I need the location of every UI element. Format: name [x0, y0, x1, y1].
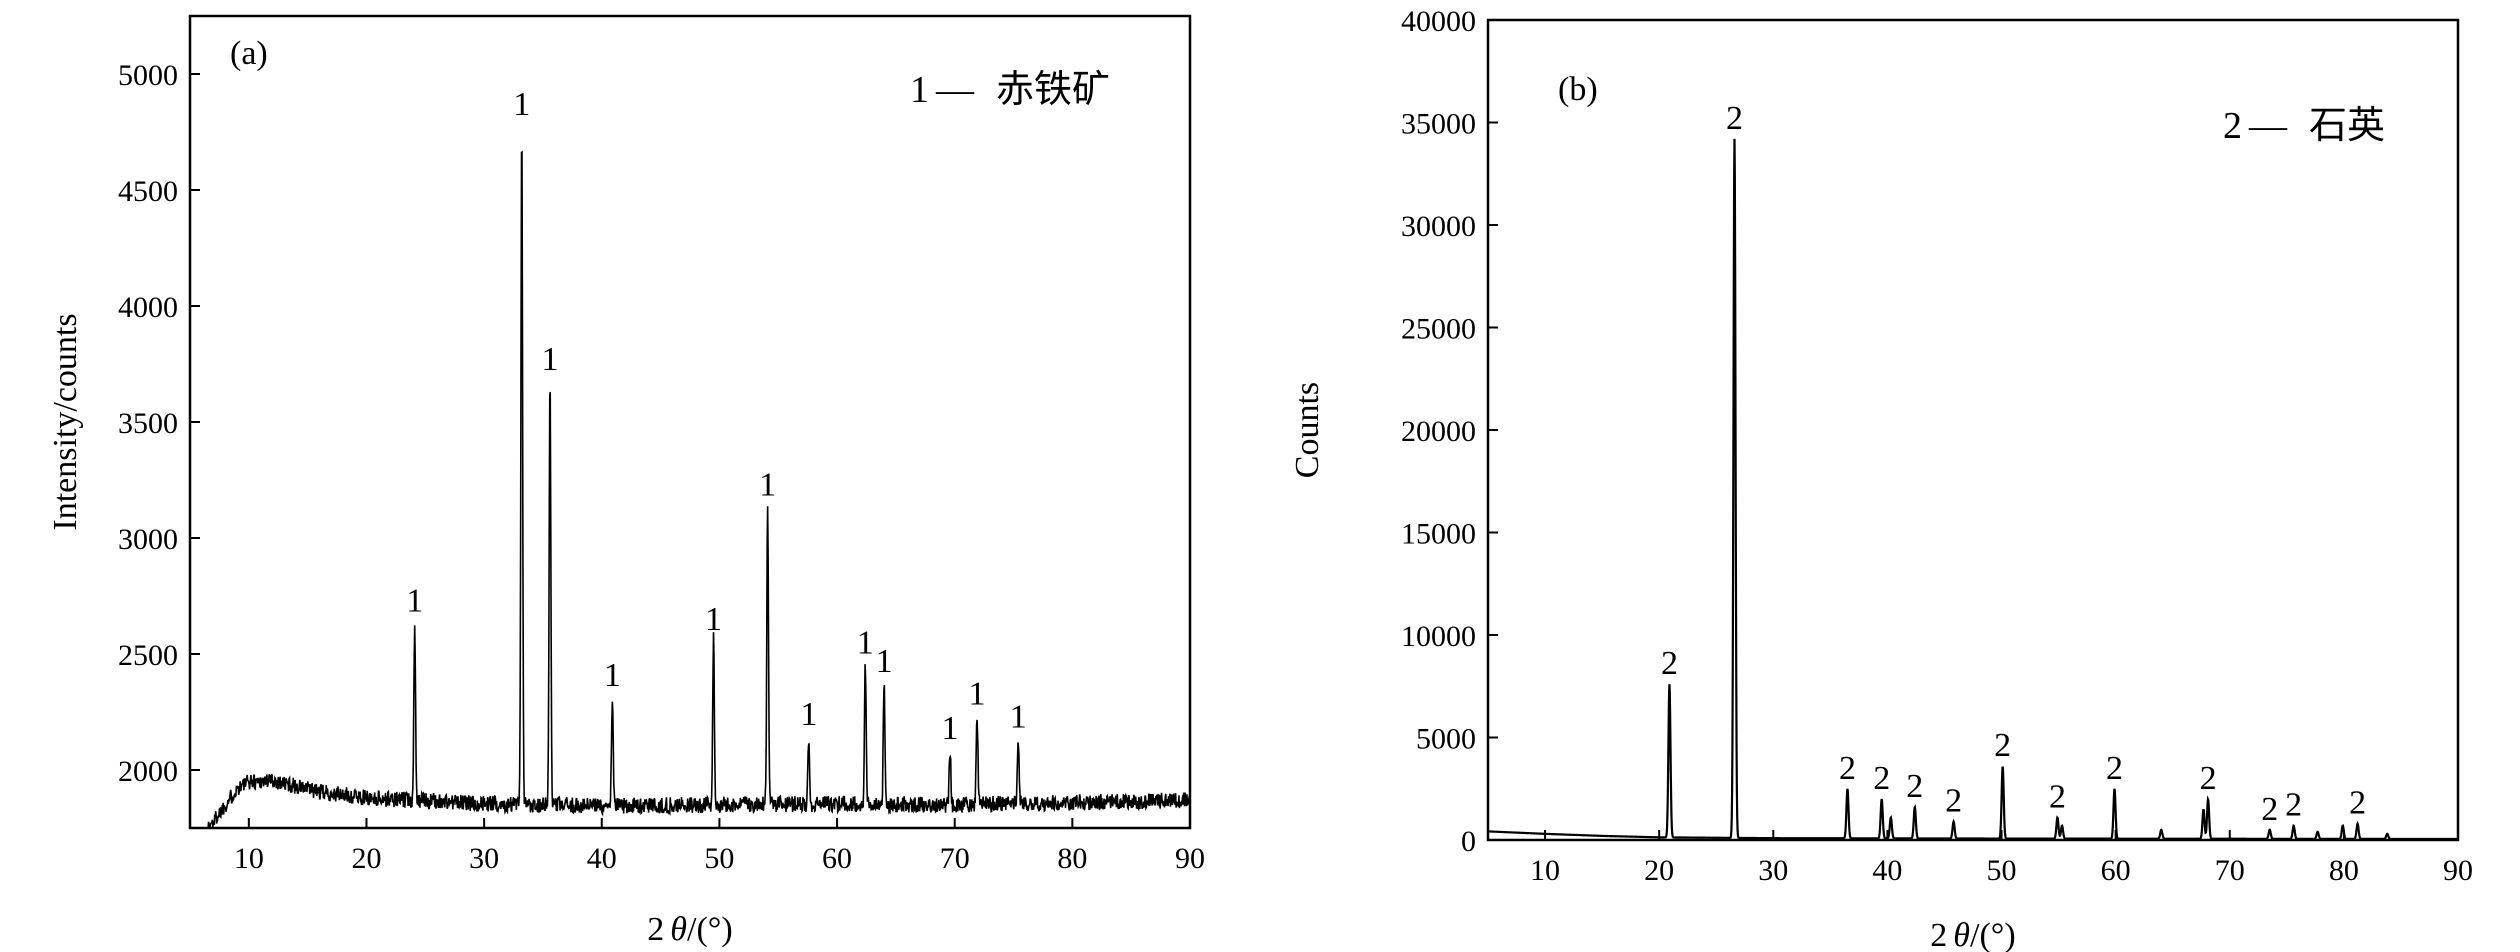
peak-label: 2 — [2349, 785, 2366, 822]
peak-label: 1 — [513, 86, 530, 123]
panel-a-chart: 10 20 30 40 50 60 70 80 90 2000 2500 3000 3500 4000 45… — [47, 14, 1205, 948]
x-tick-label: 80 — [2329, 854, 2359, 887]
y-tick-label: 30000 — [1401, 210, 1476, 243]
panel-b-legend-dash: — — [2248, 105, 2288, 147]
peak-label: 1 — [857, 624, 874, 661]
panel-a-legend-marker: 1 — [910, 69, 929, 111]
panel-a-legend: 1 — 赤铁矿 — [910, 69, 1110, 111]
panel-b-chart: 10 20 30 40 50 60 70 80 90 0 5000 10000 15000 20000 25… — [1289, 5, 2473, 952]
panel-b-legend-name: 石英 — [2309, 105, 2385, 147]
panel-a-legend-dash: — — [935, 69, 975, 111]
y-tick-label: 35000 — [1401, 108, 1476, 141]
peak-label: 1 — [800, 696, 817, 733]
peak-label: 2 — [2106, 750, 2123, 787]
peak-label: 1 — [542, 341, 559, 378]
panel-a-label: (a) — [230, 35, 268, 72]
y-tick-label: 20000 — [1401, 415, 1476, 448]
peak-label: 1 — [705, 601, 722, 638]
peak-label: 1 — [406, 583, 423, 620]
peak-label: 2 — [1945, 783, 1962, 820]
peak-label: 2 — [1726, 100, 1743, 137]
peak-label: 2 — [1839, 750, 1856, 787]
peak-label: 2 — [2261, 791, 2278, 828]
y-tick-label: 2000 — [118, 755, 178, 788]
x-tick-label: 80 — [1057, 842, 1087, 875]
panel-a-x-axis-title-theta: θ — [670, 911, 687, 948]
peak-label: 1 — [876, 643, 893, 680]
x-tick-label: 30 — [469, 842, 499, 875]
panel-b-x-axis-title: 2 θ/(°) — [1930, 917, 2015, 952]
x-tick-label: 30 — [1758, 854, 1788, 887]
x-tick-label: 70 — [2215, 854, 2245, 887]
panel-b-x-axis-title-base: 2 — [1930, 917, 1947, 952]
peak-label: 2 — [1873, 760, 1890, 797]
panel-a-y-axis-title: Intensity/counts — [47, 313, 84, 530]
panel-b-axis-ticks: 10 20 30 40 50 60 70 80 90 0 5000 10000 15000 20000 25… — [1401, 5, 2473, 887]
x-tick-label: 10 — [1530, 854, 1560, 887]
panel-b-y-axis-title: Counts — [1289, 382, 1326, 478]
panel-b-legend: 2 — 石英 — [2223, 105, 2385, 147]
peak-label: 1 — [1010, 699, 1027, 736]
y-tick-label: 0 — [1461, 825, 1476, 858]
y-tick-label: 5000 — [118, 59, 178, 92]
peak-label: 1 — [759, 467, 776, 504]
x-tick-label: 20 — [1644, 854, 1674, 887]
x-tick-label: 50 — [1987, 854, 2017, 887]
y-tick-label: 10000 — [1401, 620, 1476, 653]
panel-a-legend-name: 赤铁矿 — [996, 69, 1110, 111]
peak-label: 1 — [604, 657, 621, 694]
peak-label: 2 — [2049, 778, 2066, 815]
peak-label: 1 — [969, 675, 986, 712]
panel-a-plot-frame — [188, 14, 1192, 830]
x-tick-label: 90 — [2443, 854, 2473, 887]
y-tick-label: 2500 — [118, 639, 178, 672]
y-tick-label: 4000 — [118, 291, 178, 324]
x-tick-label: 20 — [351, 842, 381, 875]
panel-a-x-axis-title-base: 2 — [647, 911, 664, 948]
x-tick-label: 70 — [940, 842, 970, 875]
panel-b-label: (b) — [1558, 71, 1598, 108]
y-tick-label: 4500 — [118, 175, 178, 208]
panel-a-x-axis-title-unit: /(°) — [687, 911, 733, 948]
peak-label: 2 — [2285, 787, 2302, 824]
y-tick-label: 3500 — [118, 407, 178, 440]
panel-b-series-line — [1487, 138, 2458, 841]
y-tick-label: 15000 — [1401, 518, 1476, 551]
x-tick-label: 90 — [1175, 842, 1205, 875]
panel-b-legend-marker: 2 — [2223, 105, 2242, 147]
peak-label: 2 — [1906, 768, 1923, 805]
y-tick-label: 40000 — [1401, 5, 1476, 38]
peak-label: 2 — [2200, 760, 2217, 797]
peak-label: 1 — [942, 710, 959, 747]
panel-a-series-line — [207, 150, 1191, 829]
y-tick-label: 5000 — [1416, 723, 1476, 756]
panel-a-axis-ticks: 10 20 30 40 50 60 70 80 90 2000 2500 3000 3500 4000 45… — [118, 59, 1205, 875]
x-tick-label: 50 — [704, 842, 734, 875]
x-tick-label: 40 — [587, 842, 617, 875]
peak-label: 2 — [1661, 645, 1678, 682]
x-tick-label: 60 — [2101, 854, 2131, 887]
x-tick-label: 60 — [822, 842, 852, 875]
x-tick-label: 10 — [234, 842, 264, 875]
panel-a-x-axis-title: 2 θ/(°) — [647, 911, 732, 948]
x-tick-label: 40 — [1872, 854, 1902, 887]
panel-b-x-axis-title-theta: θ — [1953, 917, 1970, 952]
y-tick-label: 25000 — [1401, 313, 1476, 346]
y-tick-label: 3000 — [118, 523, 178, 556]
peak-label: 2 — [1994, 727, 2011, 764]
panel-b-x-axis-title-unit: /(°) — [1970, 917, 2016, 952]
